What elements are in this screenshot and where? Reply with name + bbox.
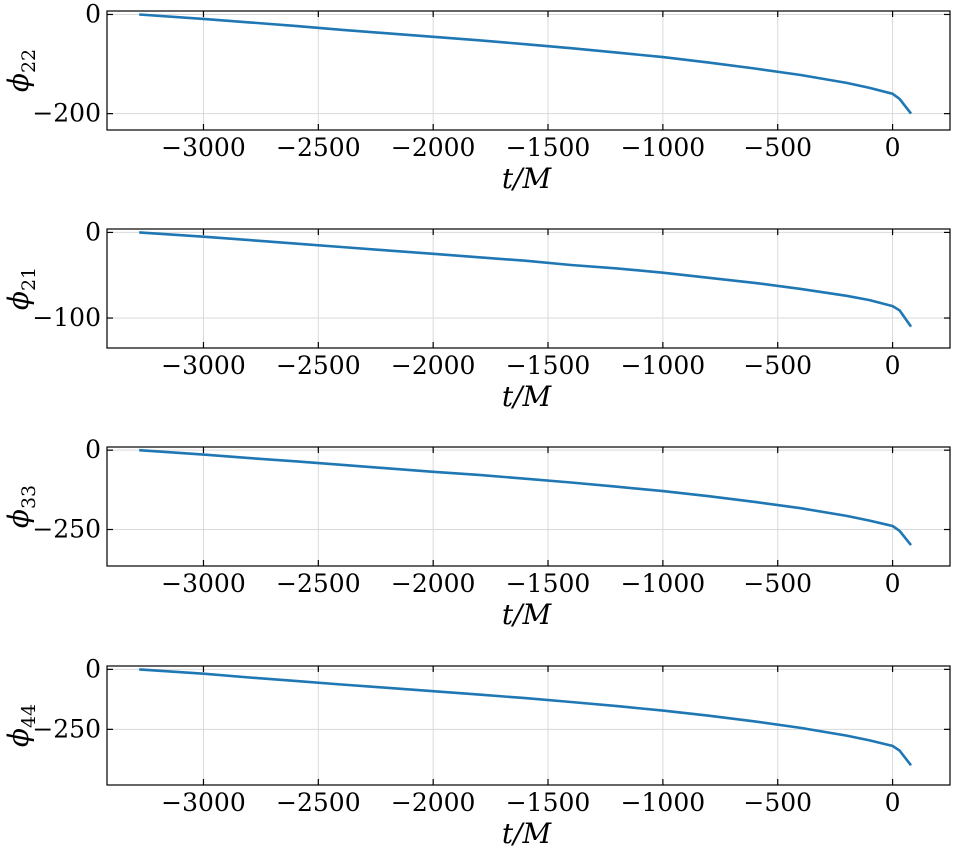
y-tick-label: −200 — [32, 99, 101, 128]
axes-frame — [106, 10, 951, 131]
subplot-1: −3000 −2500 −2000 −1500 −1000 −500 0 0 −200 t/M ϕ2… — [2, 0, 951, 195]
y-tick-label: −250 — [32, 714, 101, 743]
y-tick-label: −100 — [32, 303, 101, 332]
series-line — [139, 13, 913, 115]
x-tick-label: 0 — [885, 133, 901, 162]
x-tick-label: −1000 — [621, 569, 706, 598]
series-line — [139, 231, 913, 328]
x-tick-label: −3000 — [161, 569, 246, 598]
y-axis-label-symbol: ϕ — [2, 728, 35, 747]
x-tick-label: −3000 — [161, 133, 246, 162]
y-tick-label: 0 — [85, 435, 101, 464]
x-tick-label: −2000 — [391, 569, 476, 598]
x-axis-label: t/M — [502, 598, 553, 631]
x-tick-label: −2500 — [276, 351, 361, 380]
x-tick-label: −3000 — [161, 351, 246, 380]
axes-frame — [106, 665, 951, 786]
x-tick-label: 0 — [885, 351, 901, 380]
y-tick-label: 0 — [85, 0, 101, 28]
x-tick-label: −3000 — [161, 788, 246, 817]
x-tick-label: −2500 — [276, 569, 361, 598]
x-tick-label: −1500 — [506, 351, 591, 380]
subplot-3: −3000 −2500 −2000 −1500 −1000 −500 0 0 −250 t/M ϕ3… — [2, 435, 951, 631]
y-tick-label: −250 — [32, 515, 101, 544]
y-axis-label-subscript: 21 — [18, 267, 40, 291]
series-line — [139, 448, 913, 546]
y-tick-label: 0 — [85, 654, 101, 683]
x-tick-label: −1000 — [621, 788, 706, 817]
y-axis-label-subscript: 44 — [18, 704, 40, 728]
series-line — [139, 668, 913, 767]
y-axis-label-symbol: ϕ — [2, 509, 35, 528]
x-tick-label: −500 — [743, 788, 812, 817]
x-tick-label: −1500 — [506, 788, 591, 817]
y-axis-label: ϕ33 — [2, 485, 40, 528]
x-tick-label: −1500 — [506, 569, 591, 598]
x-axis-label: t/M — [502, 162, 553, 195]
x-axis-label: t/M — [502, 380, 553, 413]
x-tick-label: −2000 — [391, 788, 476, 817]
x-tick-label: −2000 — [391, 133, 476, 162]
x-tick-label: −2500 — [276, 788, 361, 817]
y-axis-label-symbol: ϕ — [2, 291, 35, 310]
x-tick-label: 0 — [885, 569, 901, 598]
x-tick-label: 0 — [885, 788, 901, 817]
subplot-4: −3000 −2500 −2000 −1500 −1000 −500 0 0 −250 t/M ϕ4… — [2, 654, 951, 850]
y-axis-label-symbol: ϕ — [2, 73, 35, 92]
y-axis-label: ϕ22 — [2, 49, 40, 92]
y-tick-label: 0 — [85, 217, 101, 246]
x-tick-label: −2500 — [276, 133, 361, 162]
x-tick-label: −500 — [743, 569, 812, 598]
y-axis-label-subscript: 22 — [18, 49, 40, 73]
y-axis-label: ϕ44 — [2, 704, 40, 747]
axes-frame — [106, 228, 951, 349]
y-axis-label: ϕ21 — [2, 267, 40, 310]
x-tick-label: −2000 — [391, 351, 476, 380]
y-axis-label-subscript: 33 — [18, 485, 40, 509]
x-tick-label: −1000 — [621, 351, 706, 380]
x-tick-label: −500 — [743, 133, 812, 162]
x-tick-label: −500 — [743, 351, 812, 380]
subplot-2: −3000 −2500 −2000 −1500 −1000 −500 0 0 −100 t/M ϕ2… — [2, 217, 951, 413]
x-tick-label: −1000 — [621, 133, 706, 162]
x-axis-label: t/M — [502, 817, 553, 850]
x-tick-label: −1500 — [506, 133, 591, 162]
axes-frame — [106, 446, 951, 567]
